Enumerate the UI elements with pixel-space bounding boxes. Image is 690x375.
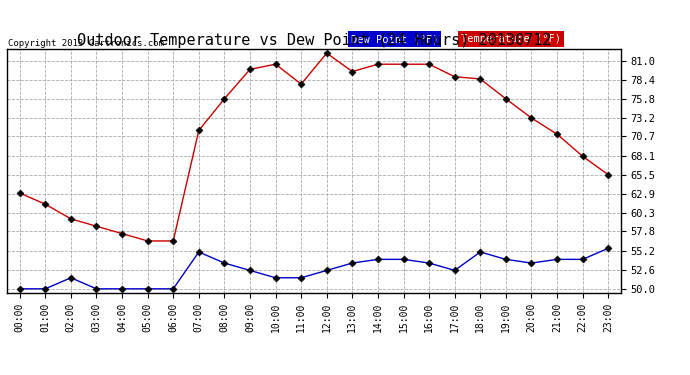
Text: Dew Point (°F): Dew Point (°F) [351, 34, 438, 44]
Title: Outdoor Temperature vs Dew Point (24 Hours) 20130712: Outdoor Temperature vs Dew Point (24 Hou… [77, 33, 551, 48]
Text: Temperature (°F): Temperature (°F) [462, 34, 562, 44]
Text: Copyright 2013 Cartronics.com: Copyright 2013 Cartronics.com [8, 39, 164, 48]
